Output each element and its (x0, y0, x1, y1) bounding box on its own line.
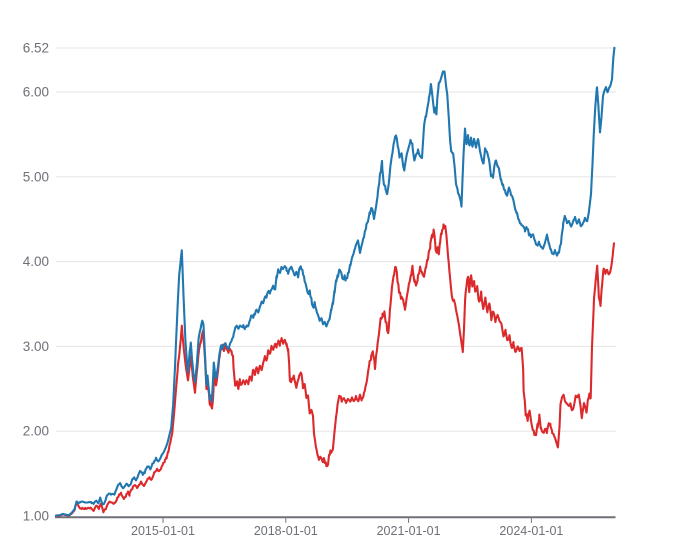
svg-text:3.00: 3.00 (23, 339, 49, 354)
svg-text:6.00: 6.00 (23, 85, 49, 100)
svg-text:2015-01-01: 2015-01-01 (131, 524, 195, 538)
svg-text:6.52: 6.52 (23, 41, 49, 56)
svg-text:2.00: 2.00 (23, 424, 49, 439)
svg-text:2018-01-01: 2018-01-01 (254, 524, 318, 538)
svg-text:5.00: 5.00 (23, 169, 49, 184)
svg-text:1.00: 1.00 (23, 509, 49, 524)
svg-text:2021-01-01: 2021-01-01 (377, 524, 441, 538)
svg-text:4.00: 4.00 (23, 254, 49, 269)
svg-text:2024-01-01: 2024-01-01 (499, 524, 563, 538)
